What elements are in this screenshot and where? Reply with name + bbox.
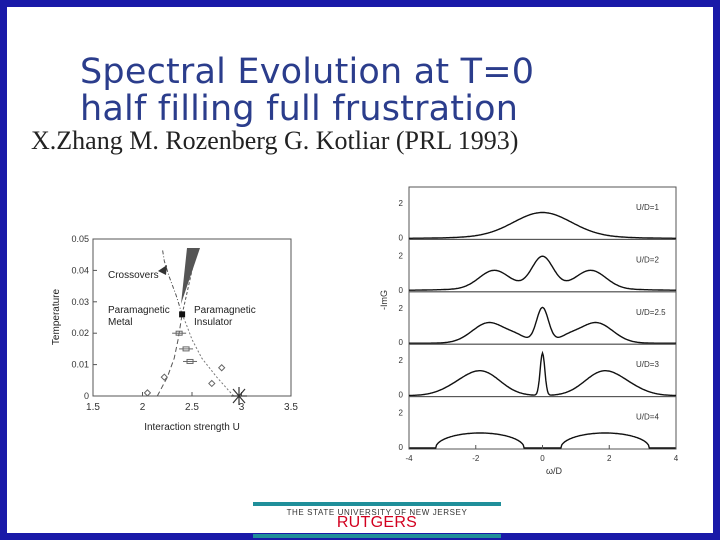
phase-line-uc1 <box>156 314 183 397</box>
spectral-panels: -ImG 2 0 U/D=1 2 0 U/D=2 2 0 U/D=2.5 2 0 U/D=3 2 0 U/D… <box>379 186 679 476</box>
spectral-y-axis-label: -ImG <box>379 290 389 310</box>
spectral-y-tick-label: 0 <box>399 391 404 400</box>
spectral-panel-frame <box>408 396 677 450</box>
phase-y-tick-label: 0 <box>84 391 89 401</box>
phase-x-axis-label: Interaction strength U <box>144 422 240 433</box>
spectral-panel-group: 2 0 U/D=1 2 0 U/D=2 2 0 U/D=2.5 2 0 U/D=3 2 0 U/D=4 <box>399 186 677 452</box>
phase-y-tick-label: 0.01 <box>71 360 89 370</box>
phase-y-tick-label: 0.04 <box>71 265 89 275</box>
title-line-2: half filling full frustration <box>80 89 519 129</box>
phase-x-tick-label: 2 <box>140 402 146 413</box>
annotation-paramagnetic-metal-1: Paramagnetic <box>108 305 170 316</box>
spectral-panel-frame <box>408 238 677 293</box>
spectral-y-tick-label: 0 <box>399 443 404 452</box>
spectral-x-tick-label: -2 <box>472 454 480 463</box>
spectral-y-tick-label: 0 <box>399 338 404 347</box>
phase-x-tick-label: 1.5 <box>86 402 100 413</box>
spectral-x-ticks: -4 -2 0 2 4 <box>405 445 679 463</box>
rutgers-top-bar <box>253 502 501 506</box>
spectral-y-tick-label: 2 <box>399 356 404 365</box>
rutgers-logo-text: RUTGERS <box>336 514 418 531</box>
phase-x-tick-label: 3.5 <box>284 402 298 413</box>
spectral-y-tick-label: 2 <box>399 199 404 208</box>
critical-point <box>179 311 186 318</box>
authors-citation: X.Zhang M. Rozenberg G. Kotliar (PRL 199… <box>31 126 519 155</box>
spectral-panel-label: U/D=4 <box>636 413 659 422</box>
coexistence-wedge <box>181 248 200 304</box>
spectral-x-tick-label: 0 <box>540 454 545 463</box>
spectral-panel-label: U/D=2 <box>636 255 659 264</box>
phase-x-tick-label: 3 <box>239 402 245 413</box>
rutgers-subtitle: THE STATE UNIVERSITY OF NEW JERSEY <box>286 508 468 517</box>
spectral-x-tick-label: -4 <box>405 454 413 463</box>
phase-diagram: 0 0.01 0.02 0.03 0.04 0.05 1.5 2 2.5 3 3.5 Crosso… <box>51 234 298 433</box>
spectral-panel-label: U/D=2.5 <box>636 308 666 317</box>
spectral-panel-label: U/D=1 <box>636 203 659 212</box>
phase-markers <box>143 330 226 397</box>
spectral-curve <box>409 350 676 397</box>
phase-line-uc2 <box>181 314 234 397</box>
annotation-paramagnetic-insulator-1: Paramagnetic <box>194 305 256 316</box>
spectral-x-axis-label: ω/D <box>546 466 563 476</box>
phase-y-axis-label: Temperature <box>51 288 62 345</box>
spectral-curve <box>409 306 676 344</box>
spectral-curve <box>409 211 676 239</box>
spectral-y-tick-label: 2 <box>399 409 404 418</box>
phase-y-tick-label: 0.03 <box>71 297 89 307</box>
phase-y-tick-label: 0.02 <box>71 328 89 338</box>
phase-y-tick-label: 0.05 <box>71 234 89 244</box>
rutgers-bottom-bar <box>253 534 501 538</box>
annotation-paramagnetic-metal-2: Metal <box>108 317 132 328</box>
phase-line-crossover_left <box>161 248 183 315</box>
spectral-y-tick-label: 0 <box>399 233 404 242</box>
spectral-y-tick-label: 2 <box>399 304 404 313</box>
phase-y-ticks: 0 0.01 0.02 0.03 0.04 0.05 <box>71 234 97 401</box>
spectral-panel-label: U/D=3 <box>636 360 659 369</box>
annotation-paramagnetic-insulator-2: Insulator <box>194 317 233 328</box>
phase-x-ticks: 1.5 2 2.5 3 3.5 <box>86 392 298 413</box>
spectral-x-tick-label: 4 <box>674 454 679 463</box>
phase-marker-diamond <box>143 389 152 397</box>
spectral-panel-frame <box>408 291 677 345</box>
spectral-curve <box>409 255 676 291</box>
spectral-y-tick-label: 2 <box>399 251 404 260</box>
slide-title: Spectral Evolution at T=0 half filling f… <box>80 54 680 128</box>
phase-marker-diamond <box>160 373 168 381</box>
end-point-star <box>231 387 247 405</box>
title-line-1: Spectral Evolution at T=0 <box>80 52 535 92</box>
spectral-x-tick-label: 2 <box>607 454 612 463</box>
phase-marker-diamond <box>217 364 226 372</box>
phase-marker-diamond <box>208 379 216 388</box>
annotation-crossovers: Crossovers <box>108 270 159 281</box>
crossover-arrow-icon <box>158 265 167 275</box>
spectral-y-tick-label: 0 <box>399 286 404 295</box>
phase-x-tick-label: 2.5 <box>185 402 199 413</box>
